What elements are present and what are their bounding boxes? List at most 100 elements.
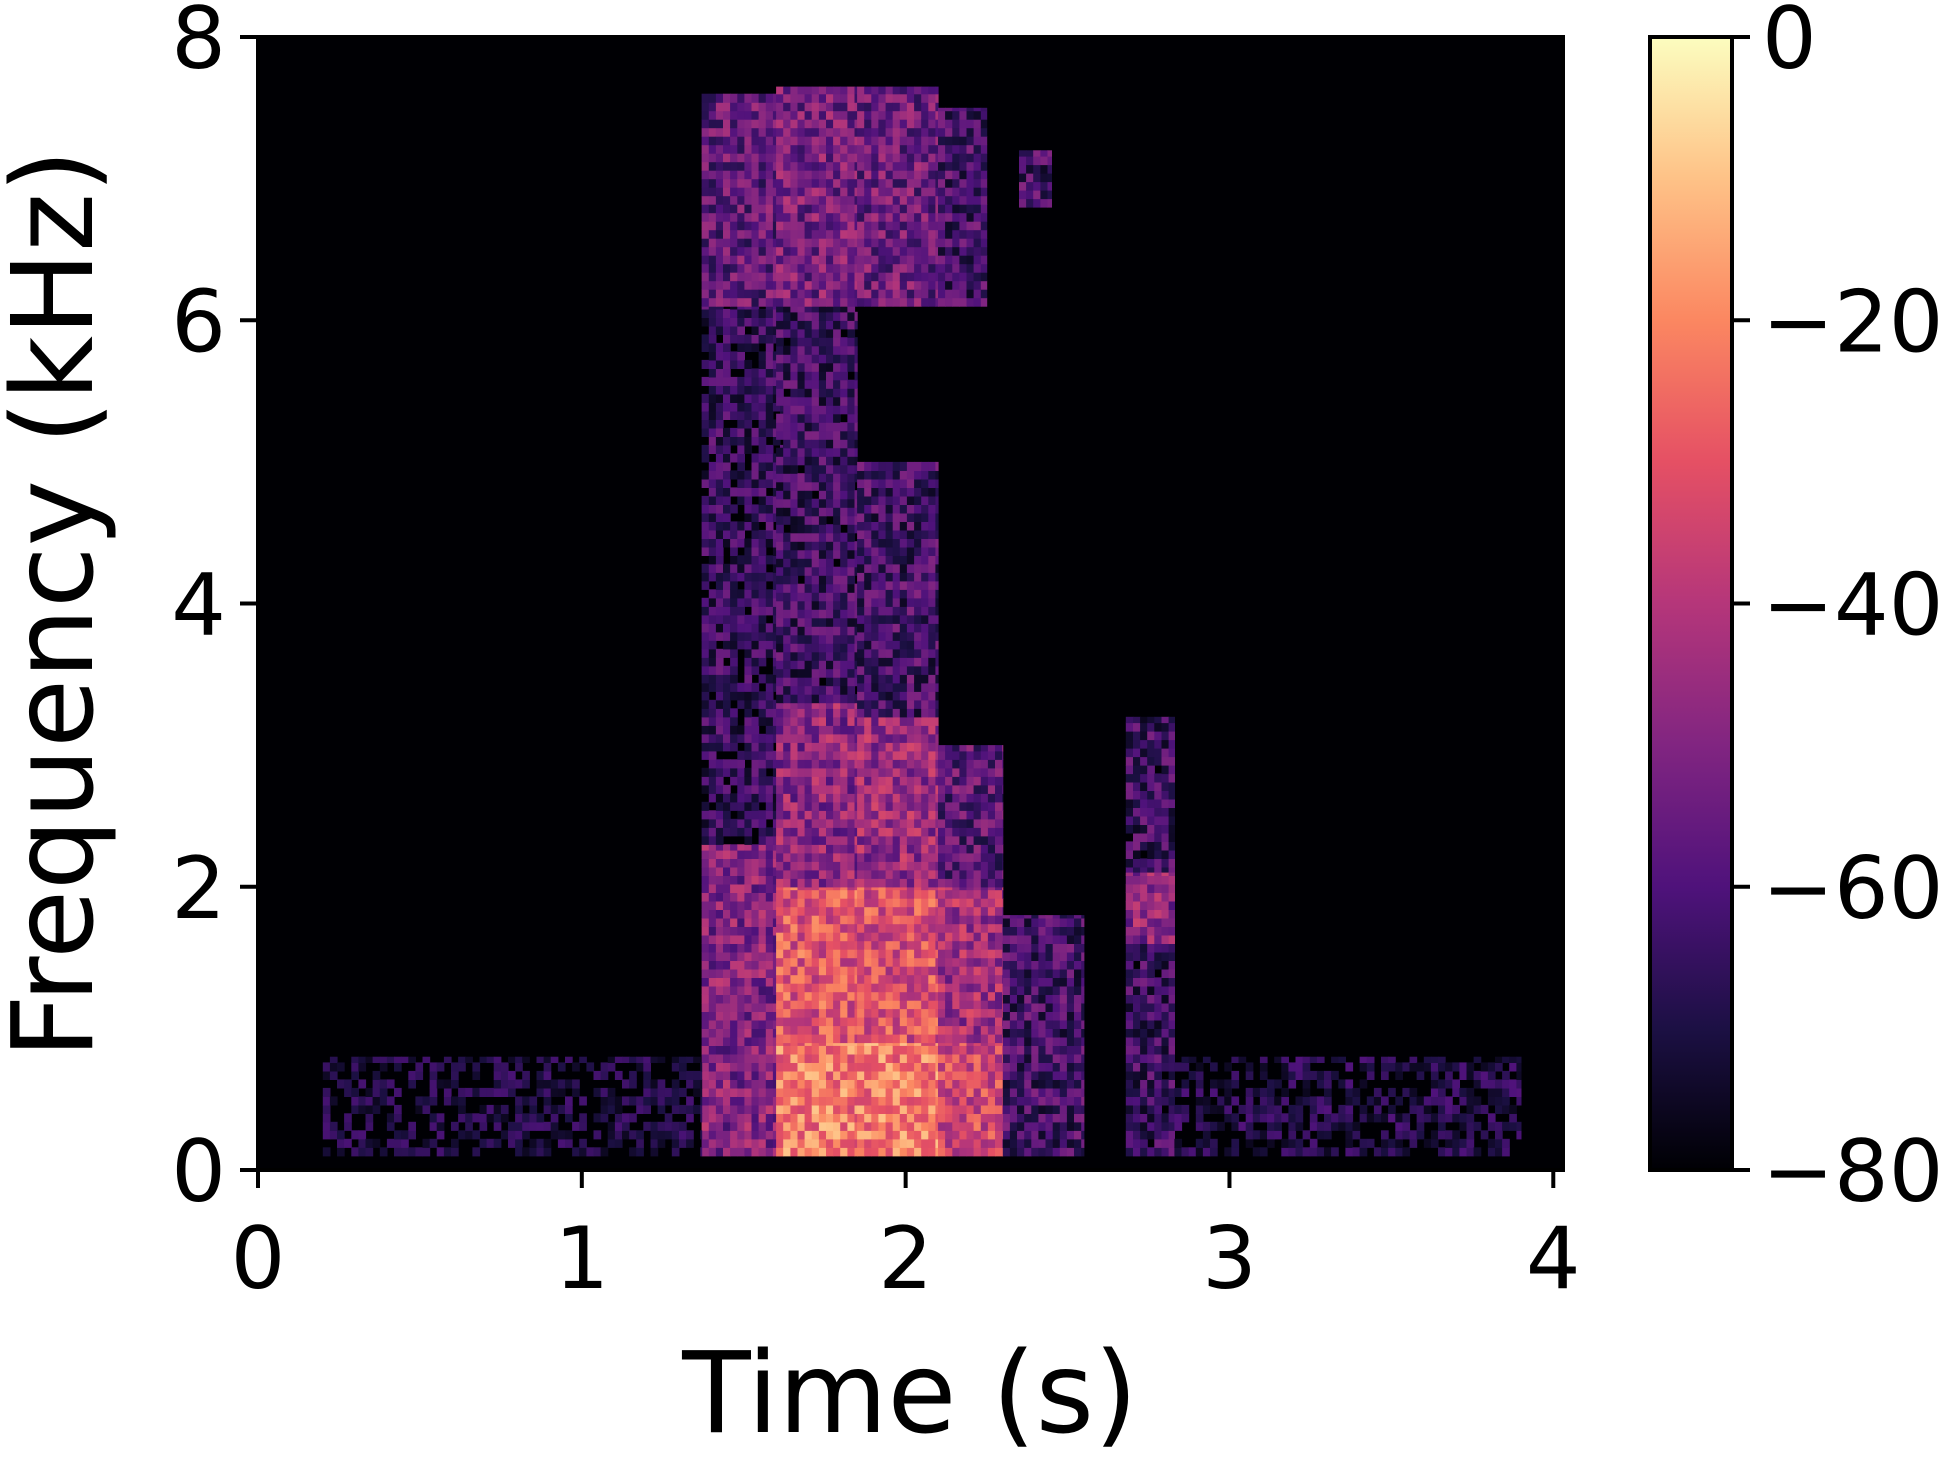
heat-cell (967, 759, 975, 768)
heat-cell (974, 958, 982, 967)
heat-cell (819, 983, 827, 992)
heat-cell (812, 516, 820, 525)
heat-cell (790, 298, 798, 307)
heat-cell (776, 686, 784, 695)
heat-cell (744, 810, 752, 819)
heat-cell (840, 966, 848, 975)
heat-cell (840, 255, 848, 264)
heat-cell (914, 170, 922, 179)
heat-cell (783, 213, 791, 222)
heat-cell (945, 1026, 953, 1035)
heat-cell (798, 1122, 806, 1131)
heat-cell (723, 317, 731, 326)
heat-cell (798, 734, 806, 743)
heat-cell (900, 717, 908, 726)
heat-cell (847, 601, 855, 610)
heat-cell (716, 394, 724, 403)
heat-cell (790, 162, 798, 171)
heat-cell (730, 255, 738, 264)
heat-cell (871, 1147, 879, 1156)
heat-cell (790, 725, 798, 734)
heat-cell (716, 793, 724, 802)
heat-cell (1010, 1028, 1018, 1037)
heat-cell (871, 179, 879, 188)
heat-cell (766, 428, 774, 437)
heat-cell (840, 975, 848, 984)
heat-cell (776, 983, 784, 992)
heat-cell (702, 453, 710, 462)
heat-cell (878, 768, 886, 777)
heat-cell (716, 136, 724, 145)
heat-cell (730, 1096, 738, 1105)
heat-cell (847, 281, 855, 290)
heat-cell (783, 686, 791, 695)
heat-cell (893, 298, 901, 307)
heat-cell (995, 1071, 1003, 1080)
heat-cell (921, 179, 929, 188)
heat-cell (921, 983, 929, 992)
heat-cell (759, 918, 767, 927)
heat-cell (766, 827, 774, 836)
heat-cell (723, 926, 731, 935)
heat-cell (819, 949, 827, 958)
heat-cell (759, 657, 767, 666)
heat-cell (864, 162, 872, 171)
heat-cell (805, 924, 813, 933)
heat-cell (840, 448, 848, 457)
heat-cell (878, 1062, 886, 1071)
heat-cell (959, 861, 967, 870)
heat-cell (752, 884, 760, 893)
heat-cell (716, 360, 724, 369)
heat-cell (864, 700, 872, 709)
heat-cell (709, 943, 717, 952)
heat-cell (878, 462, 886, 471)
heat-cell (945, 289, 953, 298)
heat-cell (907, 1105, 915, 1114)
heat-cell (938, 1071, 946, 1080)
heat-cell (945, 1009, 953, 1018)
heat-cell (878, 1139, 886, 1148)
heat-cell (938, 819, 946, 828)
heat-cell (805, 793, 813, 802)
heat-cell (819, 776, 827, 785)
heat-cell (826, 725, 834, 734)
heat-cell (988, 819, 996, 828)
heat-cell (752, 666, 760, 675)
heat-cell (840, 853, 848, 862)
heat-cell (864, 1130, 872, 1139)
heat-cell (730, 632, 738, 641)
heat-cell (864, 717, 872, 726)
heat-cell (1002, 878, 1003, 887)
heat-cell (1003, 1088, 1011, 1097)
heat-cell (893, 700, 901, 709)
heat-cell (878, 836, 886, 845)
heat-cell (766, 649, 774, 658)
heat-cell (886, 915, 894, 924)
heat-cell (981, 111, 987, 120)
heat-cell (974, 213, 982, 222)
heat-cell (1017, 943, 1025, 952)
heat-cell (840, 380, 848, 389)
heat-cell (907, 907, 915, 916)
heat-cell (783, 221, 791, 230)
heat-cell (723, 606, 731, 615)
heat-cell (783, 941, 791, 950)
heat-cell (759, 128, 767, 137)
heat-cell (928, 479, 936, 488)
heat-cell (907, 555, 915, 564)
heat-cell (840, 456, 848, 465)
heat-cell (981, 1000, 989, 1009)
heat-cell (783, 179, 791, 188)
heat-cell (826, 320, 834, 329)
heat-cell (790, 128, 798, 137)
heat-cell (847, 255, 855, 264)
heat-cell (921, 700, 929, 709)
heat-cell (709, 1071, 717, 1080)
heat-cell (952, 111, 960, 120)
heat-cell (857, 128, 865, 137)
heat-cell (847, 354, 855, 363)
heat-cell (914, 1054, 922, 1063)
heat-cell (776, 1017, 784, 1026)
heat-cell (914, 966, 922, 975)
heat-cell (752, 513, 760, 522)
